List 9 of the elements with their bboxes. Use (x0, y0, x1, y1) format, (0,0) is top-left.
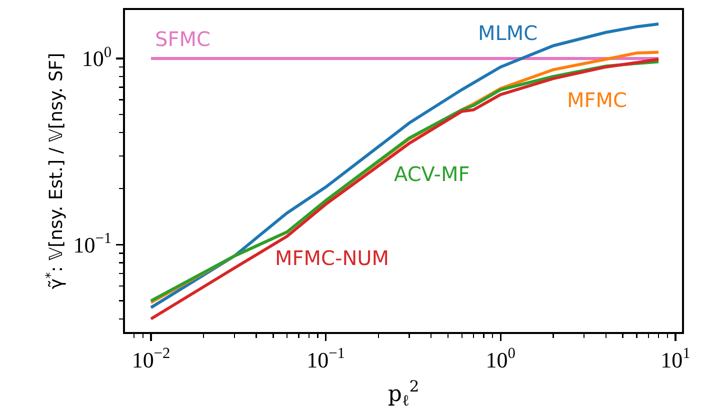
x-tick-label: 10$^{−1}$ (306, 345, 346, 372)
x-tick-label: 10$^{1}$ (660, 345, 690, 372)
series-label: ACV-MF (394, 162, 470, 186)
series-label: SFMC (155, 27, 210, 51)
series-label: MLMC (478, 21, 538, 45)
series-label: MFMC-NUM (275, 246, 390, 270)
x-tick-label: 10$^{−2}$ (132, 345, 170, 372)
x-tick-label: 10$^{0}$ (486, 345, 516, 372)
series-label: MFMC (567, 88, 627, 112)
